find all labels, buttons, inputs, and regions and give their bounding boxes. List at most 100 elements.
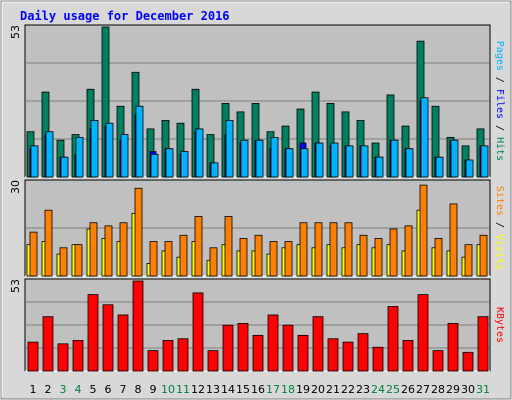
- bar-sites-29: [449, 203, 458, 277]
- legend-part: KBytes: [494, 307, 505, 343]
- x-tick-label: 20: [311, 383, 325, 396]
- bar-kbytes-2: [42, 316, 54, 372]
- legend-part: /: [494, 71, 505, 89]
- legend-part: /: [494, 216, 505, 234]
- bar-sites-21: [329, 222, 338, 277]
- x-tick-label: 16: [251, 383, 265, 396]
- bar-kbytes-26: [402, 340, 414, 372]
- x-tick-label: 10: [161, 383, 175, 396]
- bar-sites-23: [359, 234, 368, 277]
- legend-part: Sites: [494, 186, 505, 216]
- bar-kbytes-3: [57, 343, 69, 372]
- bar-kbytes-23: [357, 333, 369, 372]
- legend-part: /: [494, 119, 505, 137]
- x-tick-label: 17: [266, 383, 280, 396]
- bar-kbytes-14: [222, 324, 234, 372]
- x-tick-label: 22: [341, 383, 355, 396]
- bar-pages-22: [345, 145, 354, 178]
- x-tick-label: 13: [206, 383, 220, 396]
- x-tick-label: 4: [75, 383, 82, 396]
- bar-sites-4: [74, 244, 83, 277]
- bar-kbytes-5: [87, 294, 99, 372]
- bar-pages-2: [45, 131, 54, 178]
- bar-sites-7: [119, 222, 128, 277]
- bar-kbytes-7: [117, 314, 129, 372]
- bar-kbytes-4: [72, 340, 84, 372]
- bar-pages-10: [165, 148, 174, 178]
- bar-pages-1: [30, 145, 39, 178]
- legend-part: Pages: [494, 41, 505, 71]
- bar-sites-17: [269, 241, 278, 277]
- x-tick-label: 26: [401, 383, 415, 396]
- bar-kbytes-10: [162, 340, 174, 372]
- bar-pages-7: [120, 134, 129, 178]
- bar-pages-16: [255, 139, 264, 178]
- bar-sites-22: [344, 222, 353, 277]
- x-tick-label: 9: [150, 383, 157, 396]
- x-tick-label: 25: [386, 383, 400, 396]
- bar-pages-20: [315, 142, 324, 178]
- y-max-label: 53: [9, 25, 22, 39]
- bar-pages-14: [225, 119, 234, 178]
- panel-1: 53 Pages / Files / Hits: [9, 24, 505, 178]
- bar-pages-28: [435, 156, 444, 178]
- bar-pages-5: [90, 119, 99, 178]
- bar-sites-1: [29, 231, 38, 277]
- bar-kbytes-1: [27, 341, 39, 372]
- bar-sites-25: [389, 228, 398, 277]
- bar-sites-2: [44, 209, 53, 277]
- bar-pages-24: [375, 156, 384, 178]
- x-tick-label: 3: [60, 383, 67, 396]
- y-max-label: 30: [9, 180, 22, 194]
- x-tick-label: 7: [120, 383, 127, 396]
- bar-pages-31: [480, 145, 489, 178]
- x-tick-label: 1: [30, 383, 37, 396]
- bar-sites-15: [239, 237, 248, 277]
- bar-kbytes-24: [372, 346, 384, 372]
- chart-title: Daily usage for December 2016: [20, 9, 230, 23]
- bar-pages-4: [75, 136, 84, 178]
- bar-sites-14: [224, 216, 233, 277]
- bar-kbytes-20: [312, 316, 324, 372]
- side-legend: KBytes: [494, 307, 505, 343]
- bar-pages-29: [450, 139, 459, 178]
- x-tick-label: 27: [416, 383, 430, 396]
- bar-kbytes-6: [102, 304, 114, 372]
- x-tick-label: 28: [431, 383, 445, 396]
- bar-kbytes-11: [177, 338, 189, 372]
- x-tick-label: 30: [461, 383, 475, 396]
- panel-2: 30 Sites / Visits: [9, 179, 505, 277]
- x-tick-label: 31: [476, 383, 490, 396]
- bar-pages-6: [105, 122, 114, 178]
- bar-sites-28: [434, 237, 443, 277]
- panel-3: 53 KBytes: [9, 278, 505, 372]
- bar-sites-6: [104, 225, 113, 277]
- side-legend: Pages / Files / Hits: [494, 41, 505, 161]
- bar-pages-23: [360, 145, 369, 178]
- bar-kbytes-12: [192, 292, 204, 372]
- bar-kbytes-13: [207, 350, 219, 372]
- bar-kbytes-19: [297, 334, 309, 372]
- bar-pages-12: [195, 128, 204, 178]
- x-tick-label: 12: [191, 383, 205, 396]
- x-tick-label: 8: [135, 383, 142, 396]
- bar-pages-11: [180, 151, 189, 178]
- bar-sites-31: [479, 234, 488, 277]
- bar-kbytes-15: [237, 323, 249, 372]
- x-tick-label: 2: [45, 383, 52, 396]
- x-tick-label: 15: [236, 383, 250, 396]
- bar-pages-8: [135, 105, 144, 178]
- bar-kbytes-17: [267, 314, 279, 372]
- bar-kbytes-8: [132, 280, 144, 372]
- bar-sites-27: [419, 184, 428, 277]
- bar-sites-26: [404, 225, 413, 277]
- bar-kbytes-18: [282, 324, 294, 372]
- bar-kbytes-30: [462, 351, 474, 372]
- bar-sites-20: [314, 222, 323, 277]
- bar-pages-18: [285, 148, 294, 178]
- bar-sites-30: [464, 244, 473, 277]
- bar-pages-3: [60, 156, 69, 178]
- bar-sites-10: [164, 241, 173, 277]
- x-tick-label: 5: [90, 383, 97, 396]
